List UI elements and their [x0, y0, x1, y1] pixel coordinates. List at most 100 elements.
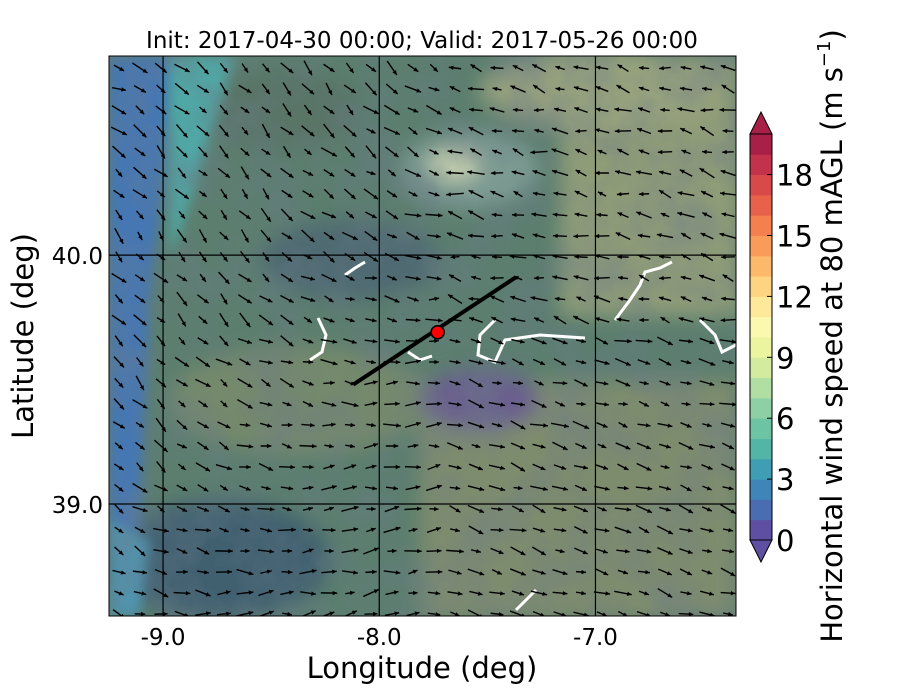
wind-arrow-head	[573, 65, 579, 70]
wind-arrow-head	[722, 149, 727, 155]
wind-arrow-head	[328, 297, 334, 303]
wind-arrow-head	[310, 297, 316, 302]
wind-arrow-head	[183, 194, 189, 199]
wind-arrow-head	[489, 107, 495, 112]
wind-arrow-head	[353, 505, 359, 510]
wind-arrow-head	[561, 612, 567, 616]
wind-arrow-head	[540, 444, 546, 449]
wind-arrow-head	[142, 570, 148, 575]
wind-arrow-head	[350, 152, 355, 158]
wind-arrow-head	[699, 317, 705, 322]
wind-arrow-head	[119, 238, 124, 244]
wind-arrow-head	[665, 381, 671, 386]
wind-arrow-head	[370, 422, 376, 428]
wind-arrow-head	[498, 507, 503, 512]
wind-arrow-head	[140, 151, 146, 156]
wind-arrow-head	[707, 548, 712, 554]
wind-arrow-head	[288, 360, 294, 365]
colorbar-swatch	[750, 215, 772, 236]
wind-arrow-head	[182, 528, 188, 533]
wind-arrow-head	[688, 445, 694, 450]
wind-arrow-head	[721, 212, 727, 217]
wind-arrow-head	[372, 275, 377, 281]
wind-arrow-head	[436, 110, 442, 115]
wind-arrow-head	[245, 361, 251, 366]
wind-arrow-head	[470, 64, 476, 69]
wind-arrow-head	[534, 128, 540, 133]
wind-arrow-head	[121, 320, 126, 325]
wind-arrow-head	[647, 339, 653, 344]
wind-arrow-head	[117, 215, 123, 220]
wind-arrow-head	[287, 234, 293, 239]
wind-arrow-head	[667, 593, 673, 598]
colorbar-tick-label: 15	[776, 220, 813, 254]
wind-arrow-head	[686, 423, 692, 428]
wind-arrow-head	[311, 569, 317, 574]
wind-arrow-head	[329, 67, 335, 72]
wind-arrow-head	[308, 381, 314, 386]
wind-arrow-head	[498, 612, 504, 616]
wind-arrow-head	[140, 528, 146, 533]
wind-arrow-head	[201, 276, 206, 282]
wind-arrow-head	[393, 590, 399, 595]
wind-arrow-head	[223, 256, 228, 262]
wind-arrow-head	[603, 571, 609, 575]
wind-arrow-head	[646, 466, 652, 471]
wind-arrow-head	[310, 276, 315, 281]
wind-arrow-head	[647, 508, 652, 513]
wind-arrow-head	[583, 612, 589, 616]
wind-arrow-head	[456, 465, 462, 470]
wind-arrow-head	[223, 528, 229, 533]
wind-arrow-head	[659, 254, 664, 259]
wind-arrow-head	[615, 232, 621, 237]
wind-arrow-head	[351, 132, 357, 137]
wind-arrow-head	[201, 192, 207, 197]
wind-arrow-head	[667, 423, 673, 428]
wind-arrow-head	[119, 424, 125, 429]
wind-arrow-head	[604, 528, 610, 533]
wind-arrow-head	[228, 548, 233, 554]
wind-arrow-head	[643, 402, 649, 407]
wind-arrow-head	[118, 444, 123, 450]
wind-arrow-head	[637, 128, 643, 133]
wind-arrow-head	[614, 128, 620, 134]
wind-arrow-head	[491, 317, 497, 322]
wind-arrow-head	[121, 278, 127, 283]
wind-arrow-head	[370, 171, 376, 176]
wind-arrow-head	[518, 380, 523, 386]
colorbar-swatch	[750, 296, 772, 318]
wind-arrow-head	[350, 443, 355, 449]
wind-arrow-head	[393, 214, 398, 220]
wind-arrow-head	[455, 485, 461, 491]
wind-arrow-head	[659, 66, 664, 71]
wind-arrow-head	[141, 342, 147, 348]
wind-arrow-head	[540, 550, 546, 555]
wind-arrow-head	[520, 402, 525, 407]
wind-arrow-head	[245, 214, 251, 220]
wind-arrow-head	[512, 107, 518, 113]
wind-arrow-head	[349, 590, 355, 596]
wind-arrow-head	[602, 549, 608, 554]
wind-arrow-head	[309, 464, 314, 470]
wind-arrow-head	[709, 381, 715, 386]
wind-arrow-head	[287, 569, 293, 575]
wind-arrow-head	[181, 444, 187, 449]
site-marker	[430, 324, 445, 340]
wind-arrow-head	[595, 107, 601, 112]
wind-arrow-head	[309, 237, 315, 242]
wind-arrow-head	[688, 612, 694, 616]
wind-arrow-head	[512, 148, 518, 153]
wind-arrow-head	[310, 423, 315, 428]
colorbar-tick-label: 0	[776, 524, 794, 558]
wind-arrow-head	[331, 152, 337, 157]
wind-arrow-head	[582, 529, 588, 534]
colorbar-swatch	[750, 357, 772, 379]
wind-arrow-head	[500, 444, 505, 449]
wind-arrow-head	[332, 569, 337, 574]
wind-arrow-head	[471, 254, 477, 260]
wind-arrow-head	[552, 275, 558, 280]
wind-arrow-head	[667, 550, 673, 555]
wind-arrow-head	[456, 402, 462, 407]
wind-arrow-head	[162, 172, 168, 177]
wind-arrow-head	[288, 277, 293, 282]
